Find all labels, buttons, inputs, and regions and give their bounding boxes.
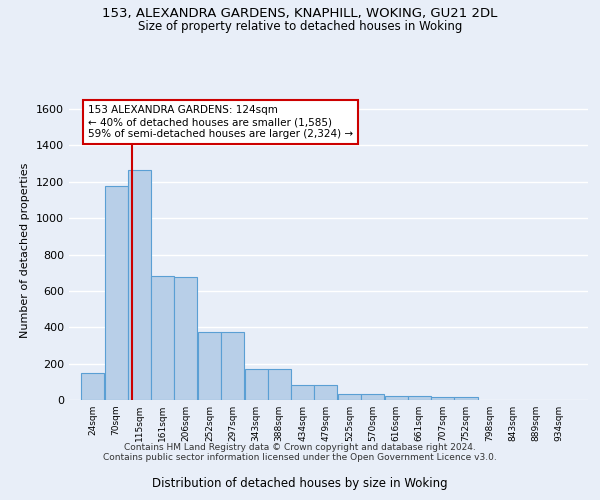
Text: Contains HM Land Registry data © Crown copyright and database right 2024.
Contai: Contains HM Land Registry data © Crown c… (103, 442, 497, 462)
Y-axis label: Number of detached properties: Number of detached properties (20, 162, 31, 338)
Bar (408, 396, 431, 400)
Bar (198, 332, 221, 400)
Bar (291, 384, 314, 400)
Bar (268, 369, 291, 400)
Bar (175, 278, 197, 400)
Bar (361, 394, 384, 400)
Text: 153 ALEXANDRA GARDENS: 124sqm
← 40% of detached houses are smaller (1,585)
59% o: 153 ALEXANDRA GARDENS: 124sqm ← 40% of d… (88, 106, 353, 138)
Text: Distribution of detached houses by size in Woking: Distribution of detached houses by size … (152, 477, 448, 490)
Bar (221, 332, 244, 400)
Bar (314, 384, 337, 400)
Bar (431, 398, 454, 400)
Text: 153, ALEXANDRA GARDENS, KNAPHILL, WOKING, GU21 2DL: 153, ALEXANDRA GARDENS, KNAPHILL, WOKING… (103, 8, 497, 20)
Bar (104, 186, 128, 400)
Bar (128, 170, 151, 400)
Bar (245, 369, 268, 400)
Bar (151, 276, 175, 400)
Bar (338, 394, 361, 400)
Bar (454, 398, 478, 400)
Bar (385, 396, 408, 400)
Text: Size of property relative to detached houses in Woking: Size of property relative to detached ho… (138, 20, 462, 33)
Bar (81, 372, 104, 400)
